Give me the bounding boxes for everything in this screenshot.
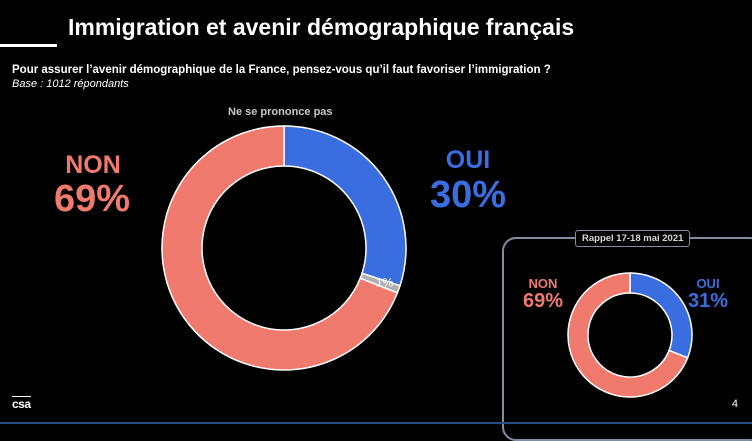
main-donut-chart: 1% bbox=[161, 125, 407, 371]
recall-non-value: 69% bbox=[522, 290, 564, 312]
page-number: 4 bbox=[731, 398, 738, 410]
title-accent-bar bbox=[0, 44, 57, 47]
recall-slice-non bbox=[567, 272, 689, 398]
recall-non-label: NON bbox=[528, 276, 558, 291]
survey-base: Base : 1012 répondants bbox=[12, 78, 129, 90]
recall-oui-label: OUI bbox=[696, 276, 720, 291]
oui-value: 30% bbox=[429, 174, 507, 216]
nsp-value-label: 1% bbox=[376, 276, 394, 290]
slide-title: Immigration et avenir démographique fran… bbox=[68, 14, 575, 40]
non-value: 69% bbox=[53, 178, 131, 220]
nsp-label: Ne se prononce pas bbox=[228, 106, 333, 118]
survey-question: Pour assurer l’avenir démographique de l… bbox=[12, 64, 551, 76]
main-slice-non bbox=[161, 125, 399, 371]
main-slice-oui bbox=[283, 125, 407, 287]
recall-slice-oui bbox=[629, 272, 693, 359]
oui-label: OUI bbox=[445, 146, 491, 174]
recall-oui-value: 31% bbox=[687, 290, 729, 312]
non-label: NON bbox=[65, 151, 121, 179]
bottom-divider bbox=[0, 422, 752, 424]
recall-title: Rappel 17-18 mai 2021 bbox=[575, 230, 691, 247]
csa-logo: csa bbox=[12, 396, 31, 411]
recall-donut-chart bbox=[567, 272, 693, 398]
